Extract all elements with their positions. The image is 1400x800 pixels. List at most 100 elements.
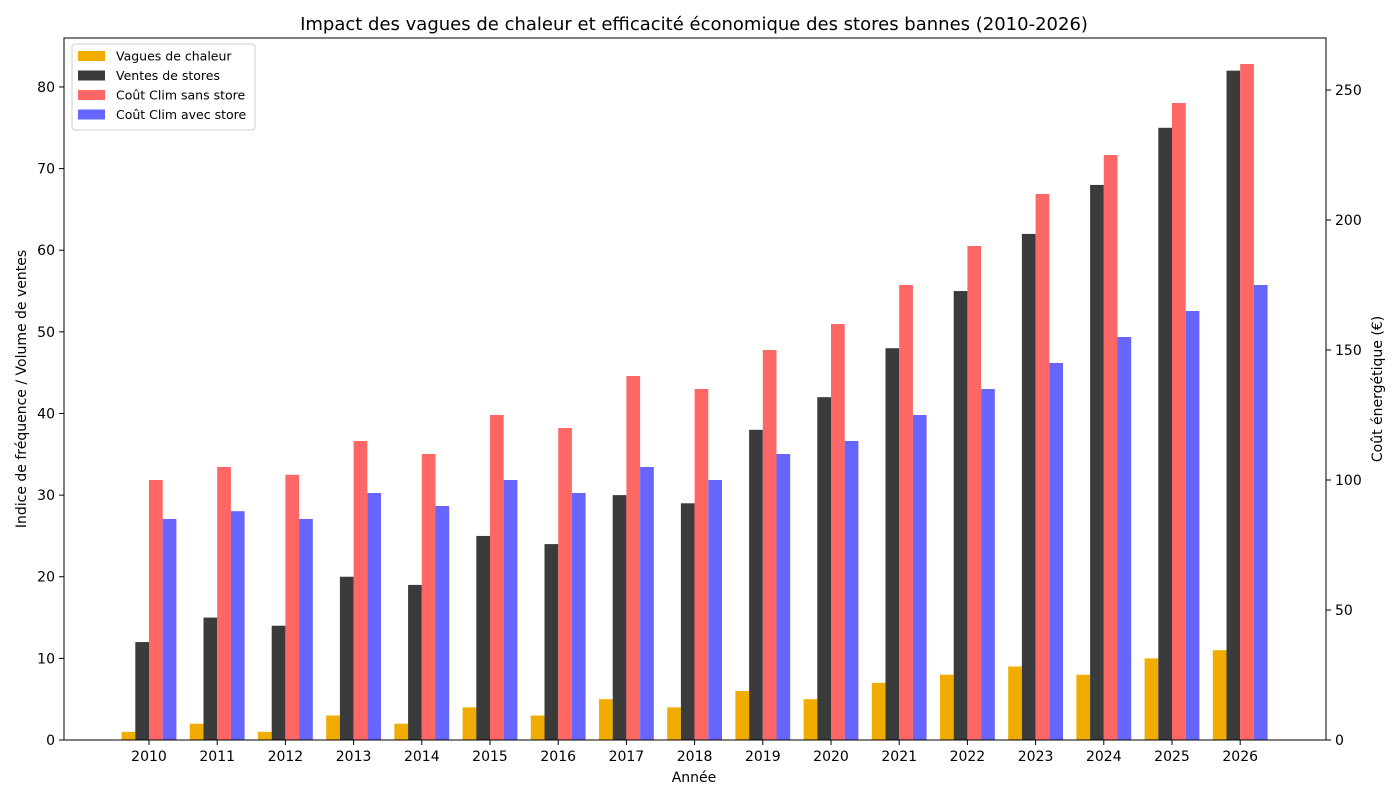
x-tick-label: 2014 bbox=[404, 749, 440, 765]
chart-title: Impact des vagues de chaleur et efficaci… bbox=[300, 14, 1088, 35]
bar-avec-2023 bbox=[1049, 363, 1063, 740]
bar-avec-2025 bbox=[1185, 311, 1200, 740]
y-axis-label-right: Coût énergétique (€) bbox=[1370, 316, 1386, 462]
x-tick-label: 2022 bbox=[950, 749, 986, 765]
x-tick-label: 2011 bbox=[199, 749, 235, 765]
bar-ventes-2013 bbox=[339, 576, 354, 740]
bars-group bbox=[121, 64, 1268, 741]
bar-vagues-2015 bbox=[462, 707, 477, 740]
bar-sans-2018 bbox=[694, 389, 709, 740]
bar-sans-2022 bbox=[967, 246, 982, 740]
bar-vagues-2016 bbox=[530, 715, 545, 740]
bar-vagues-2019 bbox=[735, 691, 750, 740]
y-tick-label-left: 80 bbox=[37, 80, 55, 96]
bar-vagues-2026 bbox=[1212, 650, 1227, 740]
legend-swatch-avec bbox=[78, 109, 105, 120]
legend-label: Coût Clim avec store bbox=[116, 107, 247, 122]
bar-vagues-2013 bbox=[326, 715, 340, 740]
x-tick-label: 2013 bbox=[336, 749, 372, 765]
bar-ventes-2018 bbox=[680, 503, 695, 740]
bar-sans-2013 bbox=[353, 441, 368, 740]
bar-vagues-2022 bbox=[940, 674, 954, 740]
bar-vagues-2020 bbox=[803, 699, 818, 740]
x-tick-label: 2010 bbox=[131, 749, 167, 765]
bar-vagues-2023 bbox=[1008, 666, 1022, 740]
bar-vagues-2012 bbox=[258, 731, 272, 740]
y-tick-label-left: 0 bbox=[46, 733, 55, 749]
bar-sans-2011 bbox=[217, 467, 231, 740]
bar-avec-2010 bbox=[162, 519, 177, 740]
x-tick-label: 2025 bbox=[1154, 749, 1190, 765]
bar-sans-2025 bbox=[1172, 103, 1186, 740]
legend-label: Vagues de chaleur bbox=[116, 49, 232, 64]
bar-ventes-2022 bbox=[953, 291, 968, 740]
bar-vagues-2010 bbox=[121, 731, 136, 740]
bar-ventes-2026 bbox=[1226, 70, 1241, 740]
x-tick-label: 2019 bbox=[745, 749, 781, 765]
bar-avec-2015 bbox=[503, 480, 518, 740]
legend-box bbox=[71, 43, 256, 131]
legend-swatch-vagues bbox=[78, 51, 105, 61]
bar-avec-2020 bbox=[844, 441, 859, 740]
bar-vagues-2021 bbox=[871, 682, 886, 740]
legend-label: Ventes de stores bbox=[116, 68, 220, 83]
left-y-axis: 0 10 20 30 40 50 60 70 80 bbox=[37, 80, 64, 749]
bar-avec-2013 bbox=[367, 493, 381, 740]
y-tick-label-left: 60 bbox=[37, 243, 55, 259]
bar-ventes-2021 bbox=[885, 348, 900, 740]
bar-sans-2017 bbox=[626, 376, 641, 740]
y-tick-label-left: 20 bbox=[37, 570, 55, 586]
legend-label: Coût Clim sans store bbox=[116, 88, 246, 103]
bar-vagues-2018 bbox=[667, 707, 681, 740]
bar-ventes-2019 bbox=[749, 429, 763, 740]
legend: Vagues de chaleur Ventes de stores Coût Cl… bbox=[71, 43, 256, 131]
bar-sans-2026 bbox=[1240, 64, 1254, 740]
bar-sans-2024 bbox=[1103, 155, 1118, 740]
bar-vagues-2025 bbox=[1144, 658, 1159, 740]
legend-swatch-ventes bbox=[78, 70, 105, 81]
x-tick-label: 2016 bbox=[540, 749, 576, 765]
y-tick-label-right: 100 bbox=[1335, 473, 1362, 489]
y-tick-label-right: 50 bbox=[1335, 603, 1353, 619]
y-axis-label-left: Indice de fréquence / Volume de ventes bbox=[14, 250, 30, 528]
bar-ventes-2014 bbox=[408, 584, 422, 740]
bar-ventes-2017 bbox=[612, 495, 627, 740]
bar-avec-2024 bbox=[1117, 337, 1132, 740]
bar-avec-2019 bbox=[776, 454, 791, 740]
bar-vagues-2011 bbox=[189, 723, 204, 740]
bar-ventes-2015 bbox=[476, 535, 490, 740]
bar-ventes-2016 bbox=[544, 544, 559, 740]
x-tick-label: 2020 bbox=[813, 749, 849, 765]
y-tick-label-left: 40 bbox=[37, 406, 55, 422]
bar-sans-2023 bbox=[1035, 194, 1050, 740]
y-tick-label-right: 250 bbox=[1335, 83, 1362, 99]
y-tick-label-left: 50 bbox=[37, 325, 55, 341]
y-tick-label-right: 0 bbox=[1335, 733, 1344, 749]
x-tick-label: 2012 bbox=[268, 749, 304, 765]
bar-avec-2012 bbox=[299, 519, 313, 740]
x-tick-label: 2017 bbox=[609, 749, 645, 765]
y-tick-label-right: 150 bbox=[1335, 343, 1362, 359]
bar-sans-2016 bbox=[558, 428, 572, 740]
bar-vagues-2014 bbox=[394, 723, 409, 740]
x-axis-label: Année bbox=[672, 770, 717, 786]
bar-avec-2016 bbox=[571, 493, 586, 740]
bar-ventes-2010 bbox=[135, 642, 149, 740]
legend-swatch-sans bbox=[78, 90, 105, 100]
bar-sans-2020 bbox=[831, 324, 845, 740]
bar-avec-2018 bbox=[708, 480, 722, 740]
bar-ventes-2025 bbox=[1158, 127, 1172, 741]
bar-ventes-2020 bbox=[817, 397, 831, 740]
bar-sans-2019 bbox=[762, 350, 777, 740]
bar-ventes-2024 bbox=[1090, 184, 1104, 740]
bar-avec-2021 bbox=[912, 415, 927, 740]
bar-sans-2014 bbox=[421, 454, 436, 740]
y-tick-label-left: 10 bbox=[37, 651, 55, 667]
x-axis: 2010 2011 2012 2013 2014 2015 2016 2017 2018 2019… bbox=[131, 740, 1258, 765]
bar-avec-2022 bbox=[981, 389, 995, 740]
bar-sans-2010 bbox=[149, 480, 163, 740]
bar-vagues-2017 bbox=[599, 699, 613, 740]
bar-avec-2017 bbox=[640, 467, 654, 740]
bar-avec-2026 bbox=[1253, 285, 1268, 740]
right-y-axis: 0 50 100 150 200 250 bbox=[1326, 83, 1362, 749]
